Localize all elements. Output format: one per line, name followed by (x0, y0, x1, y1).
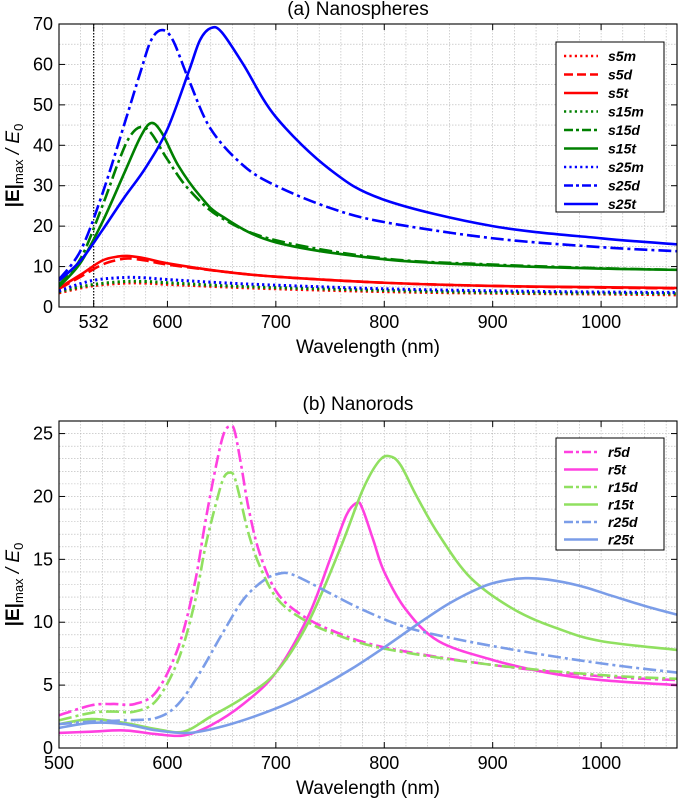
x-tick-label: 700 (261, 312, 291, 332)
legend-label-s25t: s25t (608, 196, 637, 212)
legend-box (555, 437, 665, 551)
y-tick-label: 0 (43, 297, 53, 317)
x-tick-label: 532 (79, 312, 109, 332)
legend-label-s5m: s5m (608, 48, 636, 64)
legend-label-s15d: s15d (608, 122, 640, 138)
legend-label-s25m: s25m (608, 159, 644, 175)
x-tick-label: 600 (152, 753, 182, 773)
legend-label-r15t: r15t (608, 497, 635, 513)
plot-frame (58, 420, 678, 749)
legend-label-r5d: r5d (608, 444, 630, 460)
chart-panel-b: (b) Nanorods 500 600 700 800 900 1000 0 5 10 15 20 2… (3, 394, 678, 799)
x-tick-label: 1000 (581, 753, 621, 773)
legend-label-s15t: s15t (608, 141, 637, 157)
plot-frame (58, 23, 678, 308)
x-axis-label: Wavelength (nm) (296, 337, 440, 358)
legend: s5m s5d s5t s15m s15d s15t s25m s25d s25t (555, 41, 665, 213)
y-axis-label: |E|max / E0 (3, 543, 26, 627)
legend-label-s5t: s5t (608, 85, 630, 101)
y-tick-label: 15 (33, 549, 53, 569)
x-tick-label: 800 (369, 753, 399, 773)
series-group (59, 424, 677, 738)
legend-label-r15d: r15d (608, 479, 638, 495)
x-tick-label: 1000 (581, 312, 621, 332)
y-tick-label: 60 (33, 54, 53, 74)
series-r5t (59, 501, 677, 738)
y-tick-label: 30 (33, 176, 53, 196)
x-tick-label: 900 (478, 753, 508, 773)
y-tick-label: 20 (33, 216, 53, 236)
y-tick-label: 0 (43, 738, 53, 758)
chart-panel-a: (a) Nanospheres 532 600 700 800 900 1000 0 10 20 3… (3, 0, 678, 358)
series-r25d (59, 571, 677, 726)
chart-title: (a) Nanospheres (287, 0, 429, 20)
y-tick-label: 10 (33, 257, 53, 277)
legend-label-r5t: r5t (608, 462, 627, 478)
series-r25t (59, 576, 677, 735)
legend-label-s15m: s15m (608, 104, 644, 120)
legend-box (555, 41, 665, 213)
legend-label-r25d: r25d (608, 514, 638, 530)
y-tick-label: 20 (33, 486, 53, 506)
x-tick-label: 500 (44, 753, 74, 773)
y-tick-label: 50 (33, 95, 53, 115)
y-tick-label: 25 (33, 424, 53, 444)
x-tick-label: 700 (261, 753, 291, 773)
y-tick-label: 10 (33, 612, 53, 632)
chart-title: (b) Nanorods (303, 394, 414, 415)
series-group (59, 25, 677, 297)
series-s15m (59, 279, 677, 296)
series-s25t (59, 25, 677, 282)
y-tick-label: 70 (33, 14, 53, 34)
series-s25d (59, 28, 677, 281)
legend-label-s5d: s5d (608, 67, 633, 83)
x-axis-label: Wavelength (nm) (296, 778, 440, 799)
legend-label-r25t: r25t (608, 532, 635, 548)
series-s5t (59, 254, 677, 290)
y-tick-label: 5 (43, 675, 53, 695)
x-tick-label: 900 (478, 312, 508, 332)
x-tick-label: 600 (152, 312, 182, 332)
y-tick-label: 40 (33, 135, 53, 155)
y-axis-label: |E|max / E0 (3, 124, 26, 208)
x-tick-label: 800 (369, 312, 399, 332)
legend-label-s25d: s25d (608, 178, 640, 194)
series-s15t (59, 121, 677, 288)
